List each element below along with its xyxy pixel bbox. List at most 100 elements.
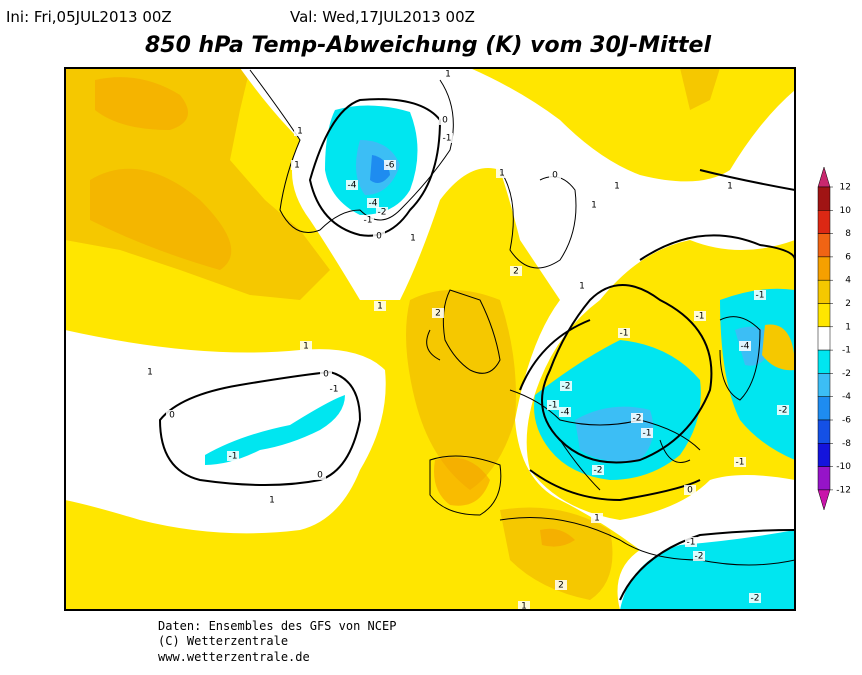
contour-label: -1: [229, 452, 238, 462]
colorbar-segment: [817, 256, 831, 281]
contour-label-bg: [560, 381, 572, 391]
contour-label-bg: [685, 537, 697, 547]
colorbar-label: 12: [840, 183, 851, 193]
colorbar-arrow: [817, 166, 831, 188]
colorbar-segment: [817, 443, 831, 467]
warm-core: [90, 168, 232, 270]
colorbar-label: -6: [842, 416, 851, 426]
contour-label: 0: [376, 232, 382, 242]
contour-label-bg: [320, 369, 332, 379]
contour-line: [541, 234, 795, 464]
contour-label: 1: [377, 302, 383, 312]
contour-label: -2: [633, 414, 642, 424]
colorbar-segment: [817, 349, 831, 374]
contour-label-bg: [618, 328, 630, 338]
colorbar-label: 8: [845, 229, 851, 239]
contour-label: -1: [696, 312, 705, 322]
footer-line: www.wetterzentrale.de: [158, 650, 310, 664]
contour-label-bg: [559, 407, 571, 417]
contour-label-bg: [166, 410, 178, 420]
contour-label: 1: [410, 234, 416, 244]
contour-label-bg: [549, 170, 561, 180]
colorbar-segment: [817, 326, 831, 351]
contour-label: -4: [561, 408, 570, 418]
colorbar: 12 10 8 6 4 2 1 -1 -2 -4 -6 -8 -10 -12: [817, 166, 852, 511]
valid-time: Val: Wed,17JUL2013 00Z: [290, 8, 475, 26]
contour-label-bg: [591, 513, 603, 523]
warm-core: [540, 528, 575, 547]
cold-core: [370, 155, 390, 184]
contour-label: -1: [549, 401, 558, 411]
colorbar-label: -10: [836, 462, 851, 472]
contour-label: 2: [558, 581, 564, 591]
colorbar-label: -1: [842, 346, 851, 356]
contour-label: -4: [741, 342, 750, 352]
neutral-area: [65, 330, 386, 534]
contour-label: -2: [751, 594, 760, 604]
footer-line: Daten: Ensembles des GFS von NCEP: [158, 619, 396, 633]
map-frame: [64, 67, 796, 611]
cold-area: [620, 530, 795, 610]
contour-label: -2: [378, 208, 387, 218]
colorbar-segment: [817, 373, 831, 397]
coastline: [499, 169, 577, 269]
warm-core: [434, 457, 490, 506]
contour-label-bg: [227, 451, 239, 461]
contour-label-bg: [266, 495, 278, 505]
colorbar-label: 2: [845, 299, 851, 309]
colorbar-label: 10: [840, 206, 852, 216]
warm-area: [680, 68, 720, 110]
contour-label: -1: [330, 385, 339, 395]
contour-label-bg: [376, 207, 388, 217]
contour-label: 1: [269, 496, 275, 506]
contour-label: -4: [369, 199, 378, 209]
contour-label: 0: [442, 116, 448, 126]
colorbar-segment: [817, 186, 831, 211]
colorbar-segment: [817, 303, 831, 328]
coastline: [429, 455, 502, 516]
coastline: [249, 69, 454, 233]
contour-label-bg: [439, 115, 451, 125]
contour-label-bg: [384, 160, 396, 170]
contour-label-bg: [432, 308, 444, 318]
contour-label-bg: [442, 69, 454, 79]
colorbar-segment: [817, 396, 831, 421]
contour-label: 1: [147, 368, 153, 378]
coastline: [499, 517, 795, 566]
contour-label-bg: [684, 485, 696, 495]
contour-label: -2: [779, 406, 788, 416]
contour-label-bg: [777, 405, 789, 415]
contour-label-bg: [362, 215, 374, 225]
contour-label-bg: [407, 233, 419, 243]
footer-line: (C) Wetterzentrale: [158, 634, 288, 648]
contour-label-bg: [724, 181, 736, 191]
map-title: 850 hPa Temp-Abweichung (K) vom 30J-Mitt…: [145, 33, 712, 58]
contour-label-bg: [496, 168, 508, 178]
warm-area: [500, 507, 613, 600]
contour-label: 0: [323, 370, 329, 380]
contour-label: -6: [386, 161, 395, 171]
contour-label: 1: [614, 182, 620, 192]
contour-label-bg: [588, 200, 600, 210]
contour-label-bg: [346, 180, 358, 190]
contour-label: -1: [736, 458, 745, 468]
contour-label-bg: [547, 400, 559, 410]
contour-label-bg: [693, 551, 705, 561]
contour-label-bg: [739, 341, 751, 351]
contour-label-bg: [144, 367, 156, 377]
colorbar-arrow: [817, 489, 831, 511]
contour-label: -1: [643, 429, 652, 439]
contour-label-bg: [518, 601, 530, 610]
contour-label-bg: [294, 126, 306, 136]
contour-label-bg: [291, 160, 303, 170]
colorbar-segment: [817, 419, 831, 444]
colorbar-segment: [817, 466, 831, 491]
coastline: [719, 316, 761, 401]
contour-label: -1: [364, 216, 373, 226]
contour-label-bg: [314, 470, 326, 480]
contour-label: 0: [169, 411, 175, 421]
contour-label-bg: [749, 593, 761, 603]
